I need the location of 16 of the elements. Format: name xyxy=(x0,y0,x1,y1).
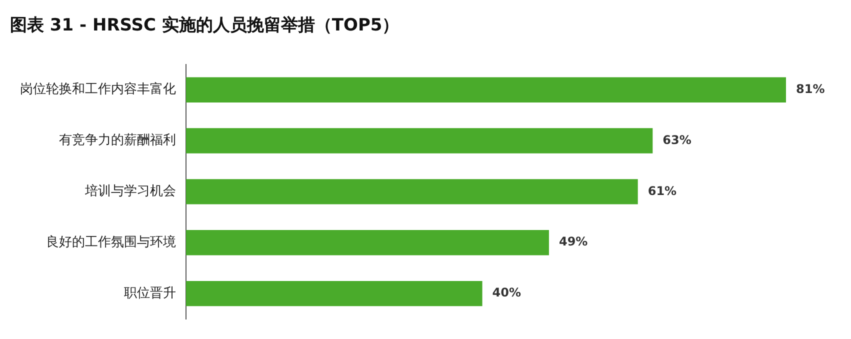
bar xyxy=(186,230,549,256)
y-tick-label: 岗位轮换和工作内容丰富化 xyxy=(20,81,176,98)
chart-title: 图表 31 - HRSSC 实施的人员挽留举措（TOP5） xyxy=(10,16,400,36)
y-tick-label: 培训与学习机会 xyxy=(84,184,176,200)
data-label: 49% xyxy=(558,234,588,249)
data-label: 63% xyxy=(662,132,692,147)
y-tick-label: 良好的工作氛围与环境 xyxy=(46,234,176,250)
y-tick-label: 职位晋升 xyxy=(124,286,176,301)
bar xyxy=(186,280,482,306)
data-label: 40% xyxy=(492,286,522,300)
bar xyxy=(186,179,638,204)
y-tick-label: 有竞争力的薪酬福利 xyxy=(59,133,176,148)
bar xyxy=(186,77,786,102)
bar xyxy=(186,128,653,154)
data-label: 81% xyxy=(796,82,825,96)
data-label: 61% xyxy=(648,184,677,198)
